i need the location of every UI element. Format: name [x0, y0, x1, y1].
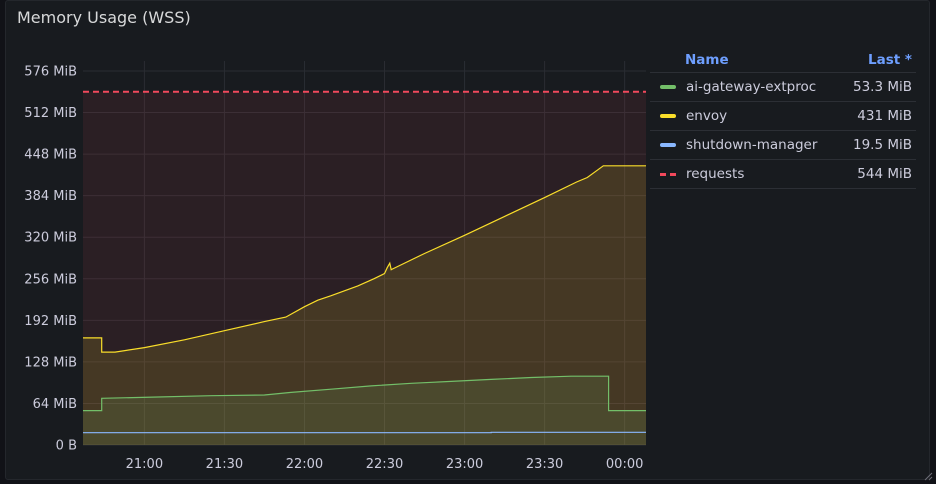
legend-swatch: [660, 85, 676, 89]
legend-item-last: 431 MiB: [857, 108, 912, 124]
y-tick-label: 512 MiB: [24, 106, 77, 121]
y-tick-label: 192 MiB: [24, 314, 77, 329]
y-tick-label: 448 MiB: [24, 148, 77, 163]
series-fill-ai-gateway-extproc: [83, 376, 646, 445]
chart-grid: [83, 61, 646, 446]
series-line-ai-gateway-extproc: [83, 375, 646, 412]
y-axis: 0 B 64 MiB 128 MiB 192 MiB 256 MiB 320 MiB 384…: [24, 65, 77, 454]
legend-swatch: [660, 172, 676, 176]
legend-item-name: shutdown-manager: [686, 137, 818, 153]
legend-item-envoy[interactable]: envoy 431 MiB: [650, 102, 916, 131]
x-tick-label: 23:00: [446, 457, 483, 472]
legend-item-name: envoy: [686, 108, 728, 124]
panel-title[interactable]: Memory Usage (WSS): [17, 8, 191, 27]
legend-item-last: 53.3 MiB: [852, 79, 912, 95]
y-tick-label: 0 B: [56, 439, 77, 454]
legend-swatch: [660, 114, 676, 118]
legend-last-header[interactable]: Last *: [868, 52, 912, 68]
y-tick-label: 128 MiB: [24, 355, 77, 370]
y-tick-label: 64 MiB: [33, 397, 77, 412]
legend-item-shutdown-manager[interactable]: shutdown-manager 19.5 MiB: [650, 131, 916, 160]
memory-usage-panel: Memory Usage (WSS): [5, 0, 930, 480]
legend-item-last: 544 MiB: [857, 166, 912, 182]
legend-item-requests[interactable]: requests 544 MiB: [650, 160, 916, 189]
x-axis: 21:00 21:30 22:00 22:30 23:00 23:30 00:00: [126, 457, 644, 472]
legend-name-header[interactable]: Name: [685, 52, 729, 68]
series-fills: [83, 91, 646, 446]
legend-item-name: requests: [686, 166, 745, 182]
series-fill-requests: [83, 91, 646, 446]
y-tick-label: 384 MiB: [24, 189, 77, 204]
legend-header: Name Last *: [650, 48, 916, 73]
y-tick-label: 576 MiB: [24, 65, 77, 80]
x-tick-label: 23:30: [526, 457, 563, 472]
x-tick-label: 21:30: [206, 457, 243, 472]
x-tick-label: 21:00: [126, 457, 163, 472]
x-tick-label: 22:30: [366, 457, 403, 472]
series-fill-envoy: [83, 165, 646, 446]
series-line-envoy: [83, 165, 646, 353]
y-tick-label: 320 MiB: [24, 231, 77, 246]
y-tick-label: 256 MiB: [24, 272, 77, 287]
legend-item-last: 19.5 MiB: [852, 137, 912, 153]
legend-item-name: ai-gateway-extproc: [686, 79, 817, 95]
legend-table: Name Last * ai-gateway-extproc 53.3 MiB en…: [650, 48, 916, 189]
x-tick-label: 00:00: [606, 457, 643, 472]
legend-item-ai-gateway-extproc[interactable]: ai-gateway-extproc 53.3 MiB: [650, 73, 916, 102]
resize-handle-icon[interactable]: [923, 471, 933, 481]
x-tick-label: 22:00: [286, 457, 323, 472]
series-lines: [83, 90, 646, 434]
legend-swatch: [660, 143, 676, 147]
